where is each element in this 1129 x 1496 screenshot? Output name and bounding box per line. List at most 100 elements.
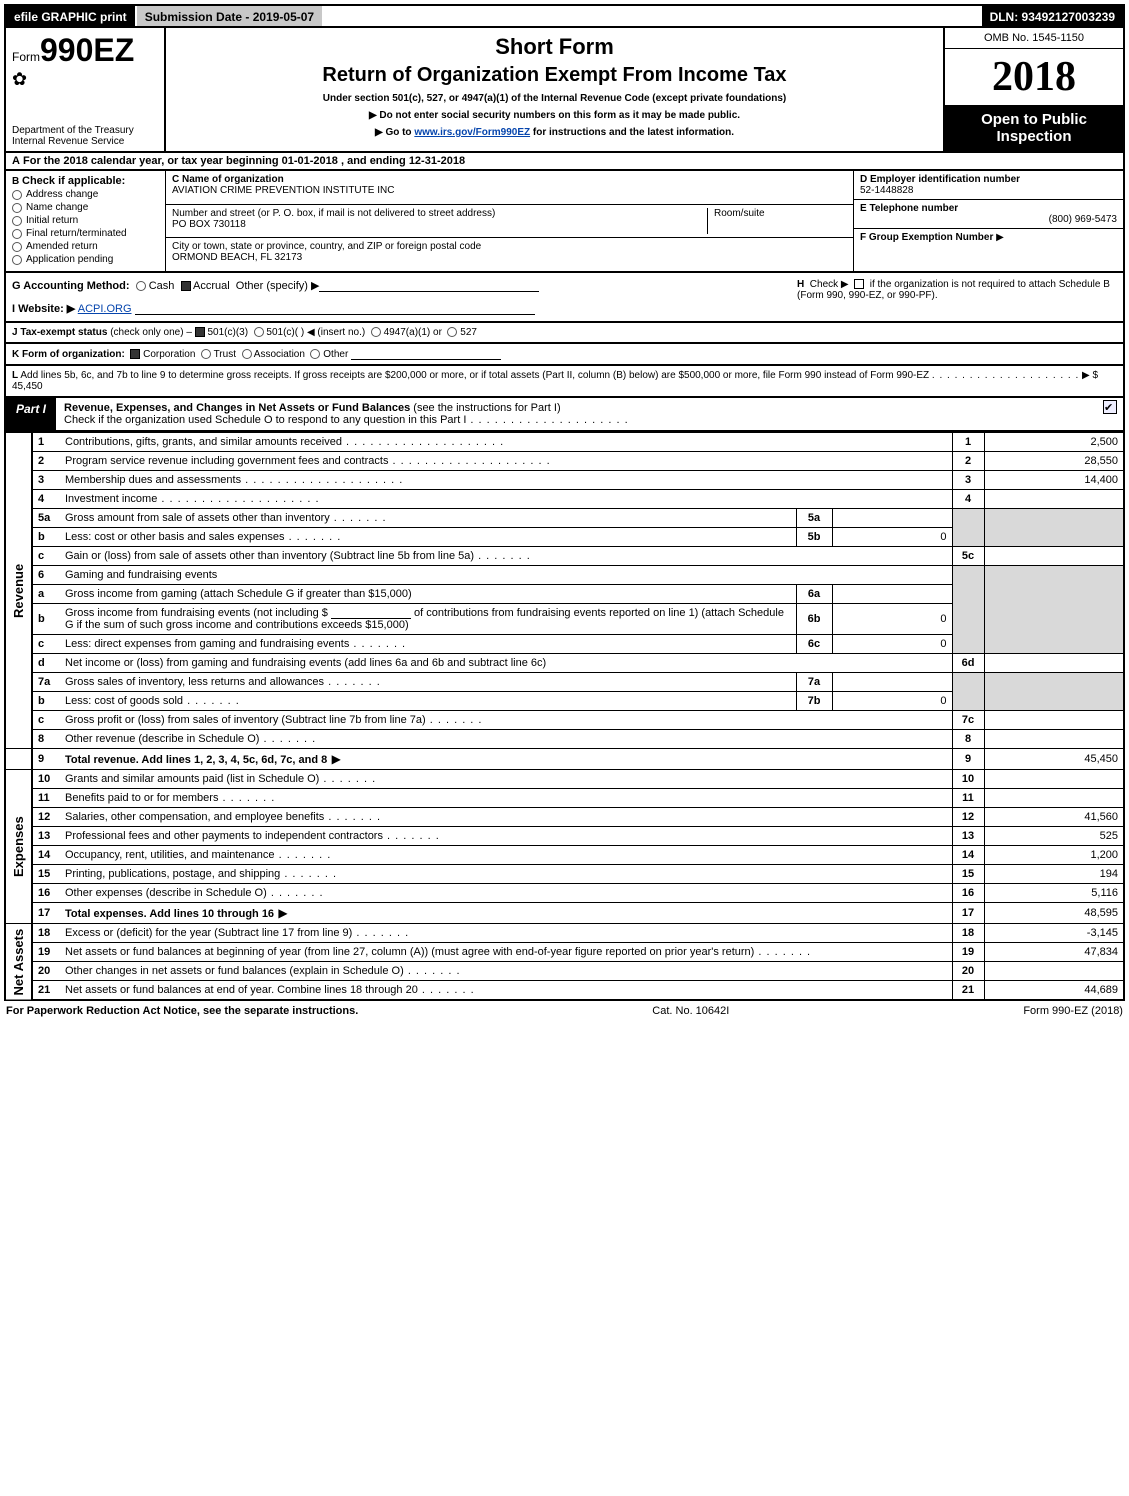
line-num: 5a: [32, 509, 60, 528]
line-desc: Excess or (deficit) for the year (Subtra…: [60, 924, 952, 943]
k-other-input[interactable]: [351, 348, 501, 360]
part-1-dots: [466, 414, 628, 426]
part-1-title-rest: (see the instructions for Part I): [410, 402, 560, 414]
k-opt-assoc[interactable]: [242, 349, 252, 359]
table-row: 17 Total expenses. Add lines 10 through …: [5, 903, 1124, 924]
line-col: 17: [952, 903, 984, 924]
irs-seal-icon: ✿: [12, 69, 158, 90]
h-checkbox[interactable]: [854, 279, 864, 289]
subtitle: Under section 501(c), 527, or 4947(a)(1)…: [176, 93, 933, 104]
part-1-schedule-o-checkbox[interactable]: ✔: [1103, 400, 1117, 414]
efile-print-button[interactable]: efile GRAPHIC print: [6, 6, 137, 26]
radio-cash[interactable]: [136, 281, 146, 291]
chk-amended-return[interactable]: Amended return: [12, 241, 159, 252]
table-row: 19 Net assets or fund balances at beginn…: [5, 943, 1124, 962]
table-row: 13 Professional fees and other payments …: [5, 827, 1124, 846]
chk-initial-return[interactable]: Initial return: [12, 215, 159, 226]
checkbox-icon: [12, 190, 22, 200]
j-opt-527[interactable]: [447, 327, 457, 337]
k-opt-other[interactable]: [310, 349, 320, 359]
line-desc: Gross income from fundraising events (no…: [60, 604, 796, 635]
chk-final-return[interactable]: Final return/terminated: [12, 228, 159, 239]
chk-address-change[interactable]: Address change: [12, 189, 159, 200]
warning-2: ▶ Go to www.irs.gov/Form990EZ for instru…: [176, 127, 933, 138]
line-num: 15: [32, 865, 60, 884]
gray-cell: [984, 673, 1124, 711]
j-label: J Tax-exempt status: [12, 327, 107, 338]
warn2-pre: ▶ Go to: [375, 127, 414, 138]
line-num: c: [32, 711, 60, 730]
radio-accrual[interactable]: [181, 281, 191, 291]
chk-application-pending[interactable]: Application pending: [12, 254, 159, 265]
sub-num: 5a: [796, 509, 832, 528]
part-1-table: Revenue 1 Contributions, gifts, grants, …: [4, 432, 1125, 1001]
instructions-link[interactable]: www.irs.gov/Form990EZ: [414, 127, 530, 138]
j-note: (check only one) –: [110, 327, 195, 338]
h-label: H: [797, 279, 804, 290]
j-opt-501c3[interactable]: [195, 327, 205, 337]
city-row: City or town, state or province, country…: [166, 238, 853, 271]
org-name-value: AVIATION CRIME PREVENTION INSTITUTE INC: [172, 185, 847, 196]
table-row: 8 Other revenue (describe in Schedule O)…: [5, 730, 1124, 749]
ein-value: 52-1448828: [860, 185, 913, 196]
table-row: c Gross profit or (loss) from sales of i…: [5, 711, 1124, 730]
dln-label: DLN: 93492127003239: [982, 6, 1123, 26]
line-desc: Other expenses (describe in Schedule O): [60, 884, 952, 903]
header-left: Form990EZ ✿ Department of the Treasury I…: [6, 28, 166, 151]
table-row: 6 Gaming and fundraising events: [5, 566, 1124, 585]
line-desc: Total expenses. Add lines 10 through 16: [60, 903, 952, 924]
row-a-pre: For the 2018 calendar year, or tax year …: [23, 155, 282, 167]
website-link[interactable]: ACPI.ORG: [78, 303, 132, 315]
line-num: a: [32, 585, 60, 604]
l6b-amount-input[interactable]: [331, 607, 411, 619]
g-accrual: Accrual: [193, 280, 230, 292]
table-row: 5a Gross amount from sale of assets othe…: [5, 509, 1124, 528]
line-num: 16: [32, 884, 60, 903]
dept-line-2: Internal Revenue Service: [12, 136, 158, 147]
table-row: 21 Net assets or fund balances at end of…: [5, 981, 1124, 1001]
j-opt-501c[interactable]: [254, 327, 264, 337]
line-desc: Membership dues and assessments: [60, 471, 952, 490]
checkbox-icon: [12, 203, 22, 213]
gray-cell: [984, 509, 1124, 547]
website-underline: [135, 303, 535, 315]
other-specify-input[interactable]: [319, 280, 539, 292]
sub-val: 0: [832, 604, 952, 635]
sub-num: 5b: [796, 528, 832, 547]
g-other: Other (specify) ▶: [236, 280, 320, 292]
line-num: 14: [32, 846, 60, 865]
chk-label: Amended return: [26, 241, 98, 252]
l-amount: 45,450: [12, 381, 43, 392]
line-num: 18: [32, 924, 60, 943]
part-1-title: Revenue, Expenses, and Changes in Net As…: [56, 398, 1097, 430]
gray-cell: [984, 566, 1124, 654]
gray-cell: [952, 673, 984, 711]
j-opt-4947[interactable]: [371, 327, 381, 337]
omb-number: OMB No. 1545-1150: [945, 28, 1123, 49]
k-opt-corp[interactable]: [130, 349, 140, 359]
expenses-side-label: Expenses: [5, 770, 32, 924]
row-a-end: 12-31-2018: [409, 155, 465, 167]
line-val: 44,689: [984, 981, 1124, 1001]
row-j: J Tax-exempt status (check only one) – 5…: [4, 323, 1125, 344]
chk-name-change[interactable]: Name change: [12, 202, 159, 213]
submission-date-label: Submission Date - 2019-05-07: [137, 6, 322, 26]
line-col: 7c: [952, 711, 984, 730]
line-num: 17: [32, 903, 60, 924]
line-num: 10: [32, 770, 60, 789]
table-row: d Net income or (loss) from gaming and f…: [5, 654, 1124, 673]
line-desc: Net assets or fund balances at end of ye…: [60, 981, 952, 1001]
short-form-title: Short Form: [176, 34, 933, 60]
d-label: D Employer identification number: [860, 174, 1020, 185]
col-b-checkboxes: B Check if applicable: Address change Na…: [6, 171, 166, 271]
city-value: ORMOND BEACH, FL 32173: [172, 252, 847, 263]
org-name-row: C Name of organization AVIATION CRIME PR…: [166, 171, 853, 205]
line-desc: Less: cost of goods sold: [60, 692, 796, 711]
k-opt-trust[interactable]: [201, 349, 211, 359]
j-opt-3: 527: [460, 327, 477, 338]
line-col: 15: [952, 865, 984, 884]
col-c-name-address: C Name of organization AVIATION CRIME PR…: [166, 171, 853, 271]
revenue-side-label: Revenue: [5, 433, 32, 749]
gh-left: G Accounting Method: Cash Accrual Other …: [12, 279, 797, 315]
chk-label: Initial return: [26, 215, 78, 226]
